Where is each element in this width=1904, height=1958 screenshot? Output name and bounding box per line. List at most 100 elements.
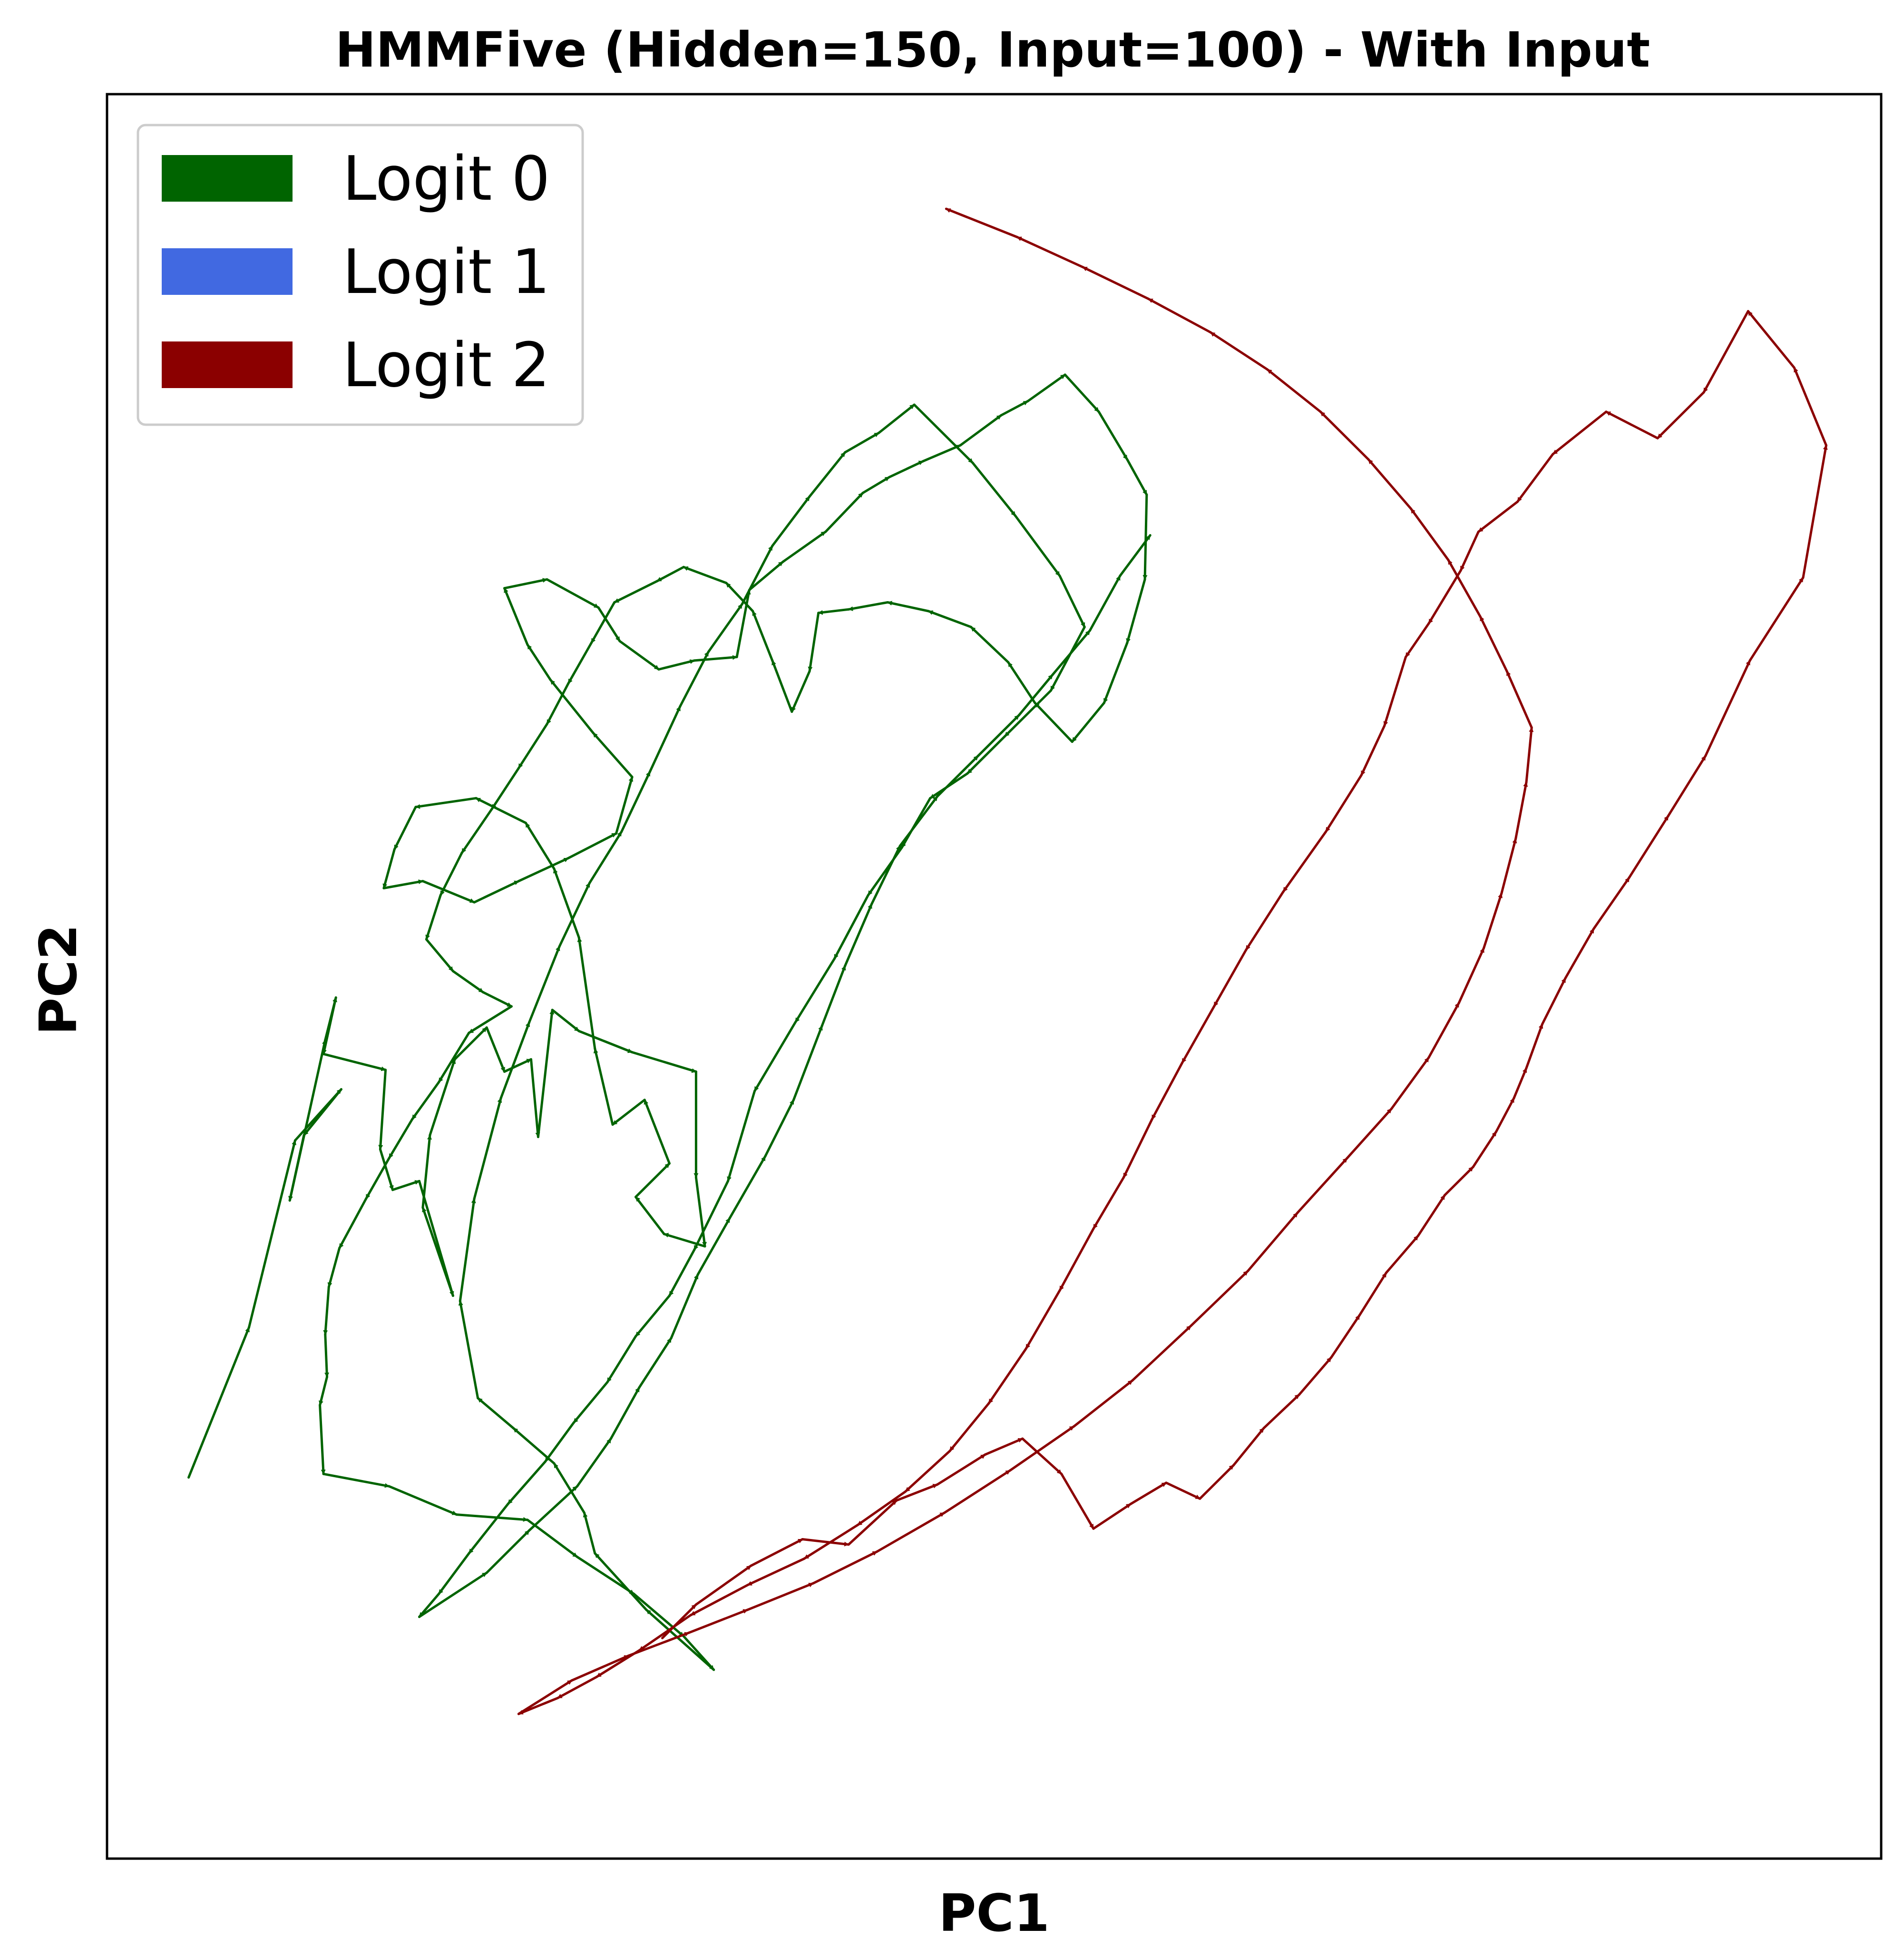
trajectory-segment bbox=[1147, 297, 1212, 334]
trajectory-segment bbox=[878, 403, 916, 434]
trajectory-segment bbox=[537, 1009, 554, 1139]
trajectory-segment bbox=[1747, 310, 1796, 369]
trajectory-segment bbox=[1541, 977, 1567, 1025]
trajectory-segment bbox=[421, 1206, 454, 1297]
trajectory-segment bbox=[833, 894, 869, 960]
trajectory-segment bbox=[611, 1099, 646, 1126]
trajectory-segment bbox=[322, 1052, 387, 1072]
trajectory-segment bbox=[577, 1030, 634, 1053]
trajectory-segment bbox=[468, 1005, 513, 1034]
trajectory-segment bbox=[338, 1198, 368, 1249]
trajectory-segment bbox=[438, 1032, 470, 1084]
trajectory-segment bbox=[861, 476, 891, 494]
trajectory-segment bbox=[808, 612, 820, 672]
trajectory-segment bbox=[876, 1511, 946, 1553]
trajectory-segment bbox=[976, 714, 1020, 757]
trajectory-segment bbox=[1605, 410, 1659, 439]
trajectory-segment bbox=[1525, 726, 1533, 784]
trajectory-segment bbox=[635, 1295, 671, 1338]
trajectory-segment bbox=[791, 670, 811, 713]
trajectory-segment bbox=[382, 880, 424, 889]
trajectory-segment bbox=[966, 735, 1006, 775]
trajectory-segment bbox=[499, 1021, 531, 1100]
trajectory-segment bbox=[633, 1593, 685, 1637]
trajectory-segment bbox=[1007, 661, 1036, 704]
trajectory-segment bbox=[475, 797, 527, 824]
trajectory-segment bbox=[615, 776, 634, 835]
trajectory-segment bbox=[1793, 366, 1827, 447]
trajectory-segment bbox=[1122, 1118, 1153, 1179]
trajectory-segment bbox=[1525, 1023, 1544, 1070]
y-axis-label: PC2 bbox=[29, 924, 88, 1035]
trajectory-segment bbox=[1383, 656, 1407, 727]
trajectory-segment bbox=[1026, 373, 1066, 402]
trajectory-segment bbox=[528, 1485, 578, 1532]
legend-label-logit-2: Logit 2 bbox=[342, 330, 550, 401]
trajectory-segment bbox=[1330, 1314, 1361, 1359]
trajectory-segment bbox=[517, 1696, 559, 1715]
trajectory-segment bbox=[752, 610, 774, 662]
trajectory-segment bbox=[1483, 892, 1503, 950]
trajectory-segment bbox=[1009, 1425, 1075, 1472]
trajectory-segment bbox=[1667, 754, 1707, 817]
trajectory-segment bbox=[379, 1148, 394, 1191]
trajectory-segment bbox=[1073, 1379, 1134, 1428]
trajectory-segment bbox=[1516, 453, 1554, 503]
trajectory-segment bbox=[528, 945, 561, 1023]
trajectory-segment bbox=[620, 770, 651, 833]
trajectory-segment bbox=[319, 1404, 325, 1475]
trajectory-segment bbox=[1129, 1481, 1168, 1505]
trajectory-segment bbox=[477, 1397, 515, 1430]
trajectory-segment bbox=[948, 1402, 990, 1452]
trajectory-segment bbox=[668, 1248, 696, 1297]
trajectory-segment bbox=[517, 857, 570, 883]
trajectory-segment bbox=[421, 1134, 431, 1209]
trajectory-segment bbox=[187, 1326, 250, 1479]
trajectory-segment bbox=[844, 431, 880, 454]
legend-label-logit-0: Logit 0 bbox=[342, 144, 550, 214]
trajectory-segment bbox=[888, 460, 925, 478]
trajectory-segment bbox=[597, 606, 621, 643]
trajectory-segment bbox=[1266, 368, 1322, 413]
trajectory-segment bbox=[1298, 1356, 1333, 1396]
trajectory-segment bbox=[425, 894, 442, 941]
trajectory-segment bbox=[546, 682, 570, 725]
trajectory-segment bbox=[1262, 1393, 1301, 1430]
trajectory-segment bbox=[631, 1051, 697, 1073]
trajectory-segment bbox=[1000, 400, 1029, 417]
trajectory-segment bbox=[1245, 890, 1285, 951]
trajectory-segment bbox=[936, 1453, 986, 1486]
trajectory-segment bbox=[687, 1608, 749, 1634]
trajectory-segment bbox=[1232, 1427, 1265, 1467]
trajectory-segment bbox=[592, 731, 634, 779]
trajectory-segment bbox=[524, 821, 556, 870]
trajectory-segment bbox=[1119, 534, 1152, 577]
trajectory-segment bbox=[670, 1273, 699, 1340]
trajectory-segment bbox=[1513, 1067, 1528, 1100]
trajectory-segment bbox=[618, 640, 660, 671]
trajectory-segment bbox=[1417, 1194, 1446, 1237]
trajectory-segment bbox=[453, 1026, 488, 1061]
chart-title: HMMFive (Hidden=150, Input=100) - With I… bbox=[335, 22, 1650, 78]
trajectory-segment bbox=[365, 1157, 391, 1200]
trajectory-segment bbox=[451, 970, 485, 994]
trajectory-segment bbox=[1209, 331, 1269, 371]
trajectory-segment bbox=[728, 1155, 767, 1219]
trajectory-segment bbox=[526, 1519, 578, 1559]
trajectory-segment bbox=[503, 587, 529, 646]
trajectory-segment bbox=[1246, 1211, 1299, 1273]
trajectory-segment bbox=[694, 1176, 706, 1248]
trajectory-segment bbox=[553, 867, 580, 939]
trajectory-segment bbox=[764, 1099, 795, 1158]
trajectory-segment bbox=[746, 1557, 806, 1587]
trajectory-segment bbox=[388, 1118, 414, 1159]
trajectory-segment bbox=[1051, 629, 1091, 676]
trajectory-segment bbox=[1282, 830, 1327, 893]
trajectory-segment bbox=[1058, 1227, 1095, 1292]
trajectory-segment bbox=[1126, 458, 1148, 496]
trajectory-segment bbox=[679, 650, 710, 708]
trajectory-segment bbox=[1592, 876, 1631, 930]
trajectory-segment bbox=[1296, 1157, 1348, 1214]
trajectory-segment bbox=[643, 1099, 671, 1165]
trajectory-segment bbox=[1014, 515, 1061, 577]
